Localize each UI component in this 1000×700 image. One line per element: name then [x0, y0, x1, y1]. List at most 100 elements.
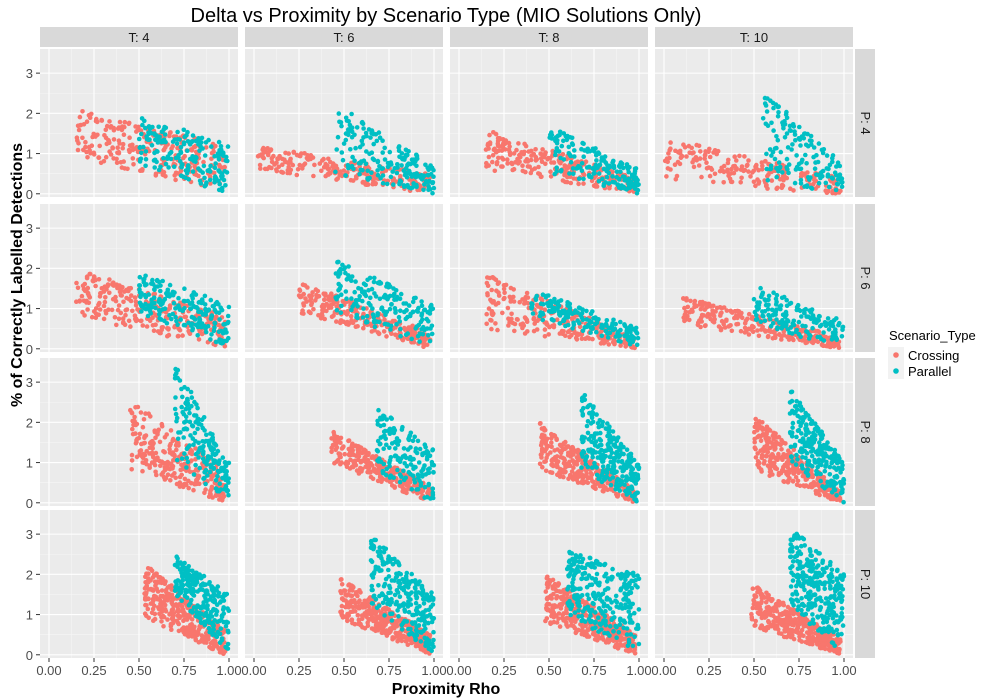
data-point: [571, 320, 576, 326]
data-point: [427, 453, 433, 459]
data-point: [209, 156, 214, 162]
data-point: [359, 138, 365, 144]
data-point: [111, 137, 117, 142]
data-point: [797, 124, 802, 130]
data-point: [505, 161, 510, 166]
data-point: [334, 319, 339, 324]
data-point: [485, 141, 491, 147]
data-point: [147, 126, 153, 132]
data-point: [130, 156, 136, 161]
data-point: [176, 305, 182, 311]
data-point: [150, 281, 156, 287]
data-point: [565, 453, 571, 458]
data-point: [147, 465, 152, 471]
data-point: [528, 170, 534, 176]
data-point: [147, 137, 152, 142]
data-point: [582, 325, 588, 330]
data-point: [550, 309, 555, 315]
data-point: [767, 147, 773, 152]
data-point: [624, 326, 630, 332]
data-point: [613, 334, 619, 339]
data-point: [397, 479, 403, 485]
data-point: [212, 321, 218, 326]
data-point: [684, 298, 689, 303]
data-point: [120, 145, 125, 151]
data-point: [531, 328, 537, 334]
data-point: [297, 287, 302, 293]
data-point: [328, 302, 334, 308]
data-point: [586, 336, 592, 341]
data-point: [158, 317, 164, 322]
data-point: [151, 328, 157, 334]
data-point: [779, 295, 785, 301]
data-point: [208, 297, 214, 303]
data-point: [178, 173, 184, 178]
data-point: [492, 146, 497, 152]
data-point: [74, 280, 79, 286]
data-point: [413, 174, 419, 180]
data-point: [398, 326, 403, 332]
data-point: [539, 426, 545, 431]
data-point: [85, 285, 91, 291]
data-point: [328, 159, 333, 165]
data-point: [223, 486, 228, 491]
data-point: [169, 473, 175, 478]
data-point: [415, 309, 421, 314]
data-point: [610, 174, 615, 179]
data-point: [821, 330, 826, 335]
data-point: [515, 161, 521, 166]
data-point: [550, 462, 555, 467]
data-point: [562, 172, 567, 178]
data-point: [152, 428, 157, 434]
data-point: [563, 439, 568, 445]
data-point: [583, 455, 589, 461]
data-point: [199, 297, 205, 302]
data-point: [763, 329, 768, 334]
data-point: [692, 304, 697, 310]
data-point: [181, 141, 187, 147]
data-point: [132, 295, 138, 300]
data-point: [532, 166, 538, 171]
data-point: [98, 160, 104, 166]
data-point: [721, 180, 726, 185]
data-point: [412, 434, 418, 440]
data-point: [425, 179, 430, 185]
data-point: [502, 290, 507, 296]
data-point: [739, 175, 744, 181]
data-point: [593, 182, 598, 188]
data-point: [202, 323, 207, 329]
data-point: [343, 461, 349, 467]
data-point: [494, 159, 500, 165]
data-point: [572, 461, 577, 466]
data-point: [197, 465, 202, 471]
data-point: [489, 287, 495, 293]
data-point: [402, 325, 407, 331]
data-point: [317, 161, 323, 166]
data-point: [403, 332, 409, 338]
data-point: [551, 324, 557, 330]
data-point: [738, 180, 743, 185]
data-point: [338, 120, 344, 125]
data-point: [627, 165, 632, 170]
data-point: [130, 426, 135, 432]
data-point: [183, 175, 188, 181]
data-point: [188, 433, 193, 438]
data-point: [422, 495, 428, 500]
data-point: [485, 291, 490, 296]
data-point: [836, 322, 841, 328]
data-point: [570, 477, 576, 482]
data-point: [339, 303, 344, 309]
data-point: [520, 168, 526, 174]
data-point: [218, 468, 224, 474]
data-point: [389, 302, 394, 307]
data-point: [126, 296, 132, 302]
data-point: [604, 174, 610, 180]
data-point: [572, 154, 577, 159]
data-point: [399, 151, 405, 156]
data-point: [354, 314, 359, 320]
data-point: [303, 296, 308, 301]
data-point: [777, 177, 783, 182]
data-point: [348, 314, 354, 319]
data-point: [169, 316, 174, 322]
data-point: [301, 163, 306, 168]
